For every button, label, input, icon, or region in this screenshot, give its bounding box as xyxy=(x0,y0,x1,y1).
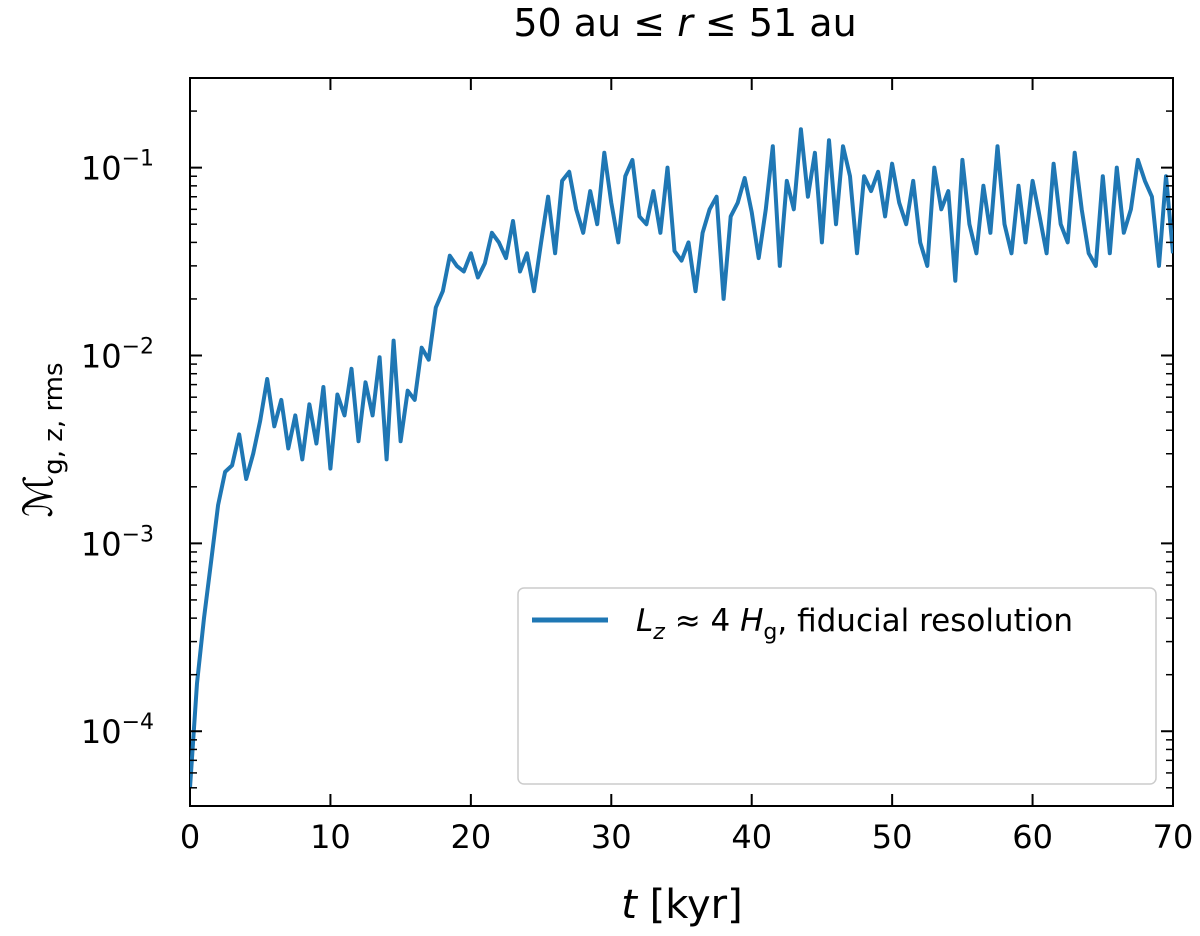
plot-frame xyxy=(189,77,1174,807)
y-tick-label: 10−4 xyxy=(81,710,154,751)
x-tick-label: 70 xyxy=(1153,818,1194,856)
x-tick-label: 30 xyxy=(591,818,632,856)
axes-layer: 0 10 20 30 40 50 60 70 10−4 10−3 10−2 10−1 xyxy=(81,78,1194,856)
y-axis-label: ℳg, z, rms xyxy=(16,362,69,517)
y-tick-label: 10−3 xyxy=(81,522,154,563)
x-tick-label: 20 xyxy=(450,818,491,856)
y-tick-label: 10−1 xyxy=(81,147,154,188)
x-tick-label: 40 xyxy=(731,818,772,856)
x-tick-label: 10 xyxy=(310,818,351,856)
chart-title: 50 au ≤ r ≤ 51 au xyxy=(513,1,856,45)
series-line-0 xyxy=(190,127,1173,788)
y-tick-label: 10−2 xyxy=(81,335,154,376)
x-axis-label: t [kyr] xyxy=(621,882,742,928)
legend-box xyxy=(517,587,1157,785)
series-layer xyxy=(190,127,1173,788)
x-tick-label: 0 xyxy=(180,818,200,856)
plot-area xyxy=(189,77,1174,807)
x-tick-label: 60 xyxy=(1012,818,1053,856)
x-tick-label: 50 xyxy=(872,818,913,856)
legend-label-0: Lz ≈ 4 Hg, fiducial resolution xyxy=(636,603,1073,645)
legend: Lz ≈ 4 Hg, fiducial resolution xyxy=(517,587,1157,785)
